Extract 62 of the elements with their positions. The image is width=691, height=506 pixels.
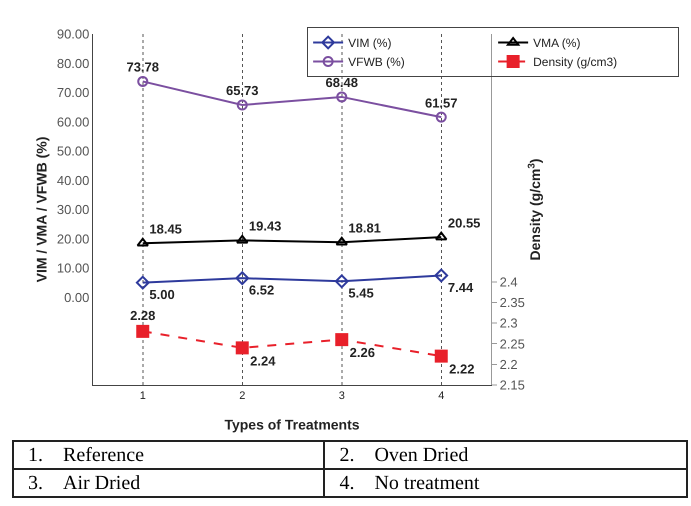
point: [136, 324, 150, 338]
data-label: 5.45: [348, 286, 374, 301]
point: [436, 112, 447, 123]
data-label: 2.26: [350, 345, 375, 360]
y2-tick-label: 2.25: [500, 336, 525, 352]
y-tick-label: 20.00: [56, 231, 90, 246]
x-tick-label: 3: [338, 390, 345, 402]
y2-tick-label: 2.35: [500, 294, 525, 310]
y-tick-label: 10.00: [56, 260, 90, 276]
data-label: 73.78: [126, 60, 160, 75]
point: [334, 274, 349, 288]
y2-tick-label: 2.3: [500, 316, 518, 331]
y2-tick-label: 2.4: [500, 274, 518, 290]
point: [435, 232, 448, 240]
data-label: 19.43: [248, 218, 282, 234]
data-label: 2.24: [250, 353, 276, 368]
data-label: 18.81: [348, 220, 381, 236]
y2-tick-label: 2.2: [500, 356, 518, 372]
text: 4. No treatment: [324, 469, 687, 497]
data-label: 5.00: [149, 287, 175, 302]
legend-label: VIM (%): [348, 36, 392, 50]
y-tick-label: 90.00: [56, 26, 90, 42]
data-label: 65.73: [226, 83, 259, 98]
y2-tick-label: 2.15: [500, 378, 525, 393]
point: [336, 236, 348, 246]
data-label: 61.57: [424, 95, 458, 110]
x-tick-label: 1: [140, 390, 146, 402]
point: [336, 91, 348, 102]
x-tick-label: 2: [239, 390, 246, 402]
y-axis-title: VIM / VMA / VFWB (%): [33, 136, 50, 282]
point: [434, 350, 448, 363]
legend-label: VMA (%): [533, 36, 580, 50]
data-label: 7.44: [448, 280, 474, 295]
legend-label: VFWB (%): [348, 55, 405, 70]
data-label: 18.45: [149, 221, 182, 236]
text: 2. Oven Dried: [324, 441, 687, 469]
y-tick-label: 70.00: [56, 85, 90, 100]
y-tick-label: 60.00: [56, 114, 90, 130]
data-label: 20.55: [448, 215, 480, 230]
x-axis-title: Types of Treatments: [224, 416, 360, 432]
y-tick-label: 40.00: [56, 172, 90, 188]
point: [236, 99, 248, 110]
legend-label: Density (g/cm3): [533, 55, 618, 70]
text: 3. Air Dried: [13, 469, 324, 497]
x-tick-label: 4: [438, 390, 444, 402]
text: 1. Reference: [13, 441, 324, 469]
point: [236, 234, 248, 244]
data-label: 68.48: [325, 75, 358, 90]
point: [335, 333, 348, 346]
y-tick-label: 80.00: [56, 56, 90, 71]
y-tick-label: 50.00: [56, 144, 90, 159]
point: [235, 271, 250, 286]
point: [136, 238, 149, 247]
point: [137, 76, 148, 87]
y-tick-label: 0.00: [64, 290, 90, 305]
data-label: 6.52: [248, 282, 274, 298]
point: [236, 341, 249, 354]
point: [136, 276, 150, 290]
point: [434, 268, 448, 282]
data-label: 2.28: [130, 308, 156, 324]
data-label: 2.22: [449, 362, 474, 377]
y-tick-label: 30.00: [56, 202, 90, 218]
